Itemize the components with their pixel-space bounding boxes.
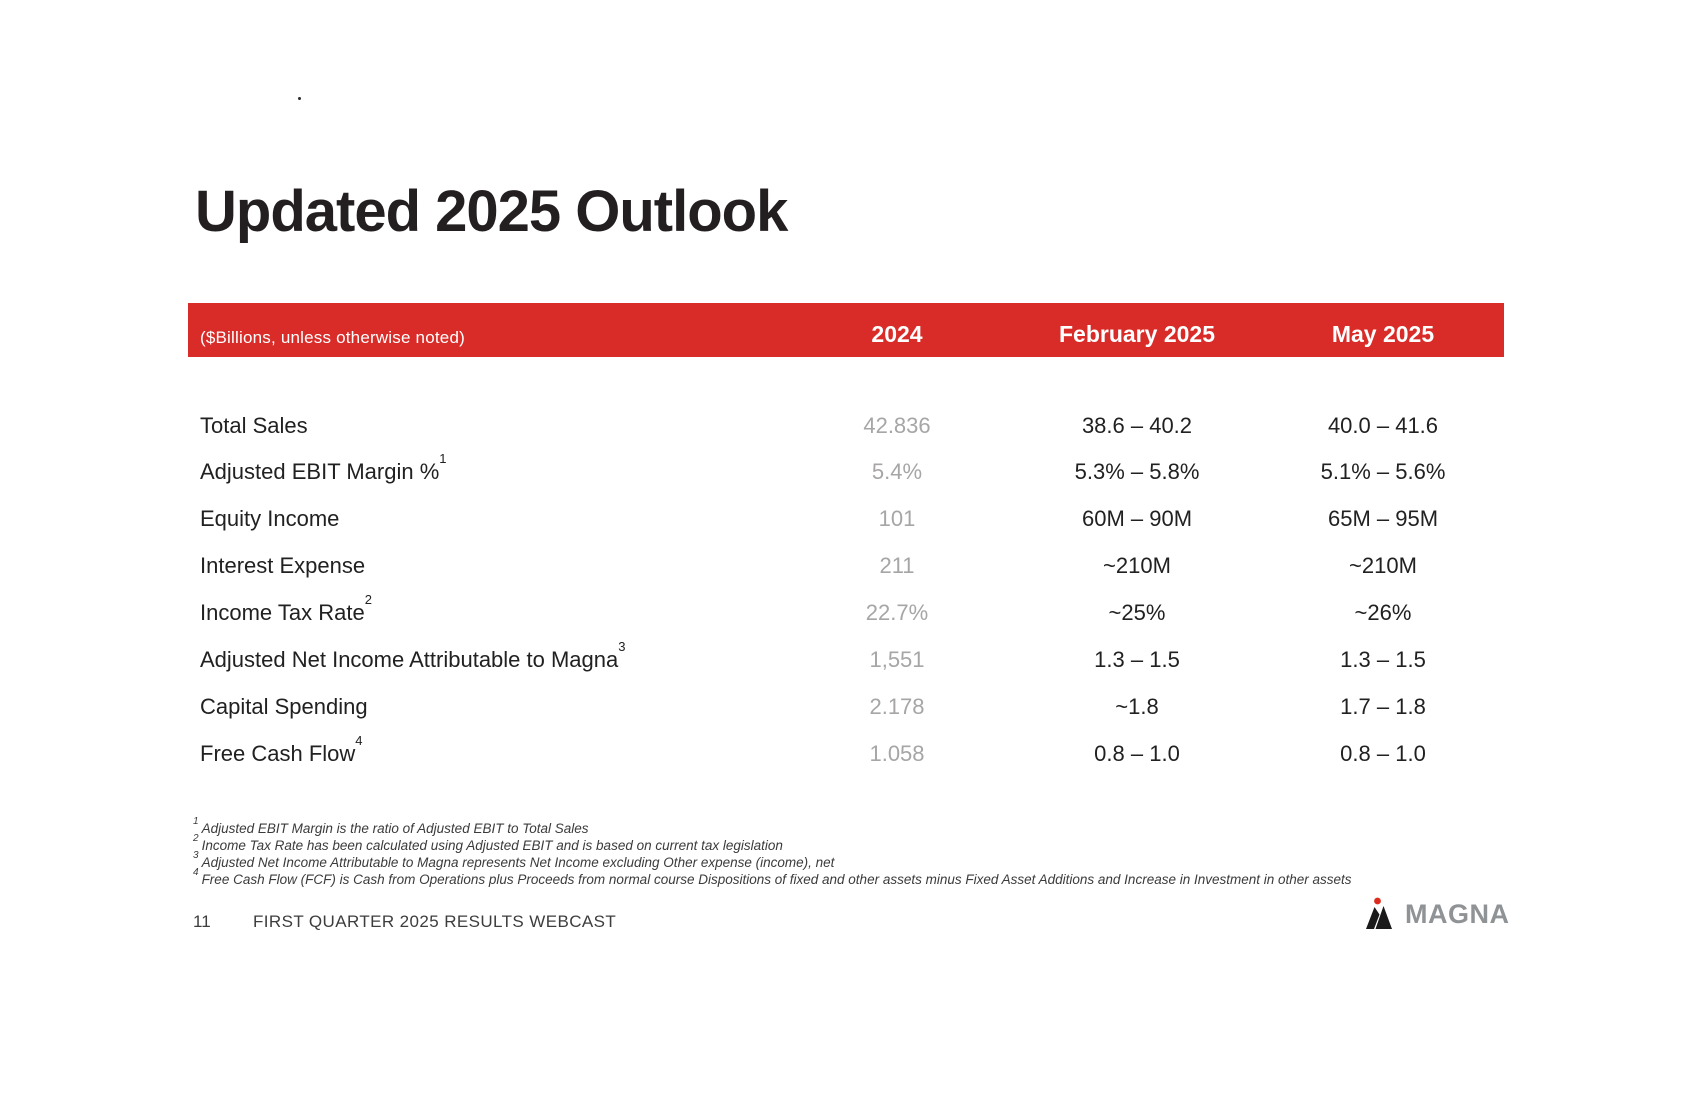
- footnotes: 1 Adjusted EBIT Margin is the ratio of Ad…: [193, 815, 1352, 888]
- row-label: Equity Income: [200, 505, 340, 531]
- column-header-may-2025: May 2025: [1331, 321, 1435, 347]
- value-feb-2025: 60M – 90M: [1081, 505, 1193, 531]
- page-number: 11: [193, 912, 211, 931]
- table-unit-note: ($Billions, unless otherwise noted): [200, 328, 465, 347]
- table-row-capital-spending: Capital Spending 2.178 ~1.8 1.7 – 1.8: [188, 683, 1504, 730]
- row-label: Adjusted Net Income Attributable to Magn…: [200, 639, 626, 672]
- value-feb-2025: ~25%: [1108, 599, 1166, 625]
- row-label: Capital Spending: [200, 693, 368, 719]
- value-may-2025: ~26%: [1354, 599, 1412, 625]
- magna-logo-icon: [1366, 897, 1392, 929]
- stray-dot: [298, 97, 301, 100]
- footnote-1: 1 Adjusted EBIT Margin is the ratio of Ad…: [193, 815, 589, 836]
- table-row-free-cash-flow: Free Cash Flow4 1.058 0.8 – 1.0 0.8 – 1.…: [188, 730, 1504, 777]
- footnote-ref: 2: [364, 592, 372, 608]
- table-row-equity-income: Equity Income 101 60M – 90M 65M – 95M: [188, 495, 1504, 542]
- value-2024: 211: [879, 552, 915, 578]
- value-may-2025: 5.1% – 5.6%: [1320, 458, 1446, 484]
- value-2024: 2.178: [869, 693, 925, 719]
- value-2024: 5.4%: [871, 458, 923, 484]
- table-row-adjusted-net-income: Adjusted Net Income Attributable to Magn…: [188, 636, 1504, 683]
- magna-logo: MAGNA: [1366, 895, 1510, 929]
- value-may-2025: ~210M: [1349, 552, 1417, 578]
- row-label: Adjusted EBIT Margin %1: [200, 451, 447, 484]
- magna-logo-text: MAGNA: [1405, 899, 1510, 929]
- outlook-table: ($Billions, unless otherwise noted) 2024…: [188, 303, 1504, 766]
- value-feb-2025: 5.3% – 5.8%: [1074, 458, 1200, 484]
- value-2024: 22.7%: [865, 599, 929, 625]
- row-label: Total Sales: [200, 413, 308, 438]
- footnote-ref: 4: [355, 733, 363, 749]
- table-header-row: ($Billions, unless otherwise noted) 2024…: [188, 303, 1504, 357]
- column-header-february-2025: February 2025: [1059, 321, 1215, 347]
- footnote-2: 2 Income Tax Rate has been calculated usi…: [193, 832, 783, 853]
- footnote-4: 4 Free Cash Flow (FCF) is Cash from Opera…: [193, 866, 1352, 887]
- table-row-income-tax-rate: Income Tax Rate2 22.7% ~25% ~26%: [188, 589, 1504, 636]
- value-2024: 1,551: [869, 646, 925, 672]
- value-2024: 42.836: [863, 413, 931, 438]
- row-label: Free Cash Flow4: [200, 733, 363, 766]
- value-feb-2025: 1.3 – 1.5: [1094, 646, 1180, 672]
- value-feb-2025: 38.6 – 40.2: [1081, 413, 1193, 438]
- footnote-3: 3 Adjusted Net Income Attributable to Mag…: [193, 849, 835, 870]
- value-feb-2025: 0.8 – 1.0: [1094, 740, 1180, 766]
- table-row-interest-expense: Interest Expense 211 ~210M ~210M: [188, 542, 1504, 589]
- value-2024: 101: [878, 505, 916, 531]
- value-may-2025: 65M – 95M: [1327, 505, 1439, 531]
- value-feb-2025: ~210M: [1103, 552, 1171, 578]
- footer-title: FIRST QUARTER 2025 RESULTS WEBCAST: [253, 912, 617, 931]
- column-header-2024: 2024: [871, 321, 923, 347]
- table-row-total-sales: Total Sales 42.836 38.6 – 40.2 40.0 – 41…: [188, 404, 1504, 448]
- footnote-ref: 3: [618, 639, 626, 655]
- footnote-ref: 1: [439, 451, 447, 467]
- value-may-2025: 40.0 – 41.6: [1327, 413, 1439, 438]
- value-feb-2025: ~1.8: [1115, 693, 1159, 719]
- value-may-2025: 0.8 – 1.0: [1340, 740, 1426, 766]
- value-may-2025: 1.3 – 1.5: [1340, 646, 1426, 672]
- row-label: Interest Expense: [200, 552, 366, 578]
- value-may-2025: 1.7 – 1.8: [1340, 693, 1426, 719]
- row-label: Income Tax Rate2: [200, 592, 372, 625]
- page-title: Updated 2025 Outlook: [195, 179, 788, 244]
- table-body: Total Sales 42.836 38.6 – 40.2 40.0 – 41…: [188, 404, 1504, 777]
- value-2024: 1.058: [869, 740, 925, 766]
- table-row-adjusted-ebit-margin: Adjusted EBIT Margin %1 5.4% 5.3% – 5.8%…: [188, 448, 1504, 495]
